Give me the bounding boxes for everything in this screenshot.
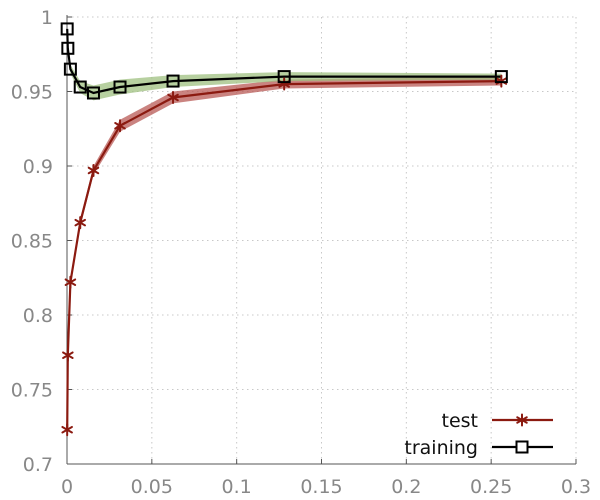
- x-tick-label: 0.1: [222, 476, 252, 498]
- tick-labels: 0 0.05 0.1 0.15 0.2 0.25 0.3 0.7 0.75 0.8 0.85 0.9 0…: [11, 7, 591, 498]
- y-tick-label: 0.95: [11, 82, 53, 104]
- training-point: [63, 62, 77, 76]
- x-tick-label: 0.05: [131, 476, 173, 498]
- y-tick-label: 0.85: [11, 231, 53, 253]
- test-point: [62, 348, 74, 362]
- test-line: [66, 80, 502, 430]
- test-band: [67, 76, 502, 433]
- confidence-bands: [67, 27, 502, 433]
- x-tick-label: 0.2: [391, 476, 421, 498]
- training-point: [277, 70, 291, 84]
- legend-label-test: test: [442, 410, 479, 432]
- training-point: [166, 74, 180, 88]
- legend: test training: [404, 410, 553, 459]
- y-tick-label: 1: [41, 7, 53, 29]
- x-tick-label: 0.25: [470, 476, 512, 498]
- x-tick-label: 0: [61, 476, 73, 498]
- x-tick-label: 0.3: [561, 476, 591, 498]
- x-tick-label: 0.15: [300, 476, 342, 498]
- series-markers: [60, 22, 508, 437]
- legend-marker-test: [516, 413, 528, 427]
- y-tick-label: 0.75: [11, 380, 53, 402]
- test-point: [114, 119, 126, 133]
- y-tick-label: 0.9: [23, 156, 53, 178]
- training-band: [67, 27, 502, 101]
- test-point: [64, 275, 77, 289]
- training-point: [61, 41, 75, 55]
- training-point: [73, 80, 87, 94]
- training-point: [113, 80, 127, 94]
- test-point: [74, 216, 86, 230]
- test-point: [167, 90, 179, 104]
- test-point: [61, 423, 73, 437]
- legend-label-training: training: [404, 437, 478, 459]
- training-line: [66, 28, 502, 95]
- training-point: [86, 86, 100, 100]
- y-tick-label: 0.7: [23, 454, 53, 476]
- test-point: [87, 163, 100, 177]
- training-point: [494, 70, 508, 84]
- training-point: [60, 22, 74, 36]
- y-tick-label: 0.8: [23, 305, 53, 327]
- legend-marker-training: [515, 440, 529, 454]
